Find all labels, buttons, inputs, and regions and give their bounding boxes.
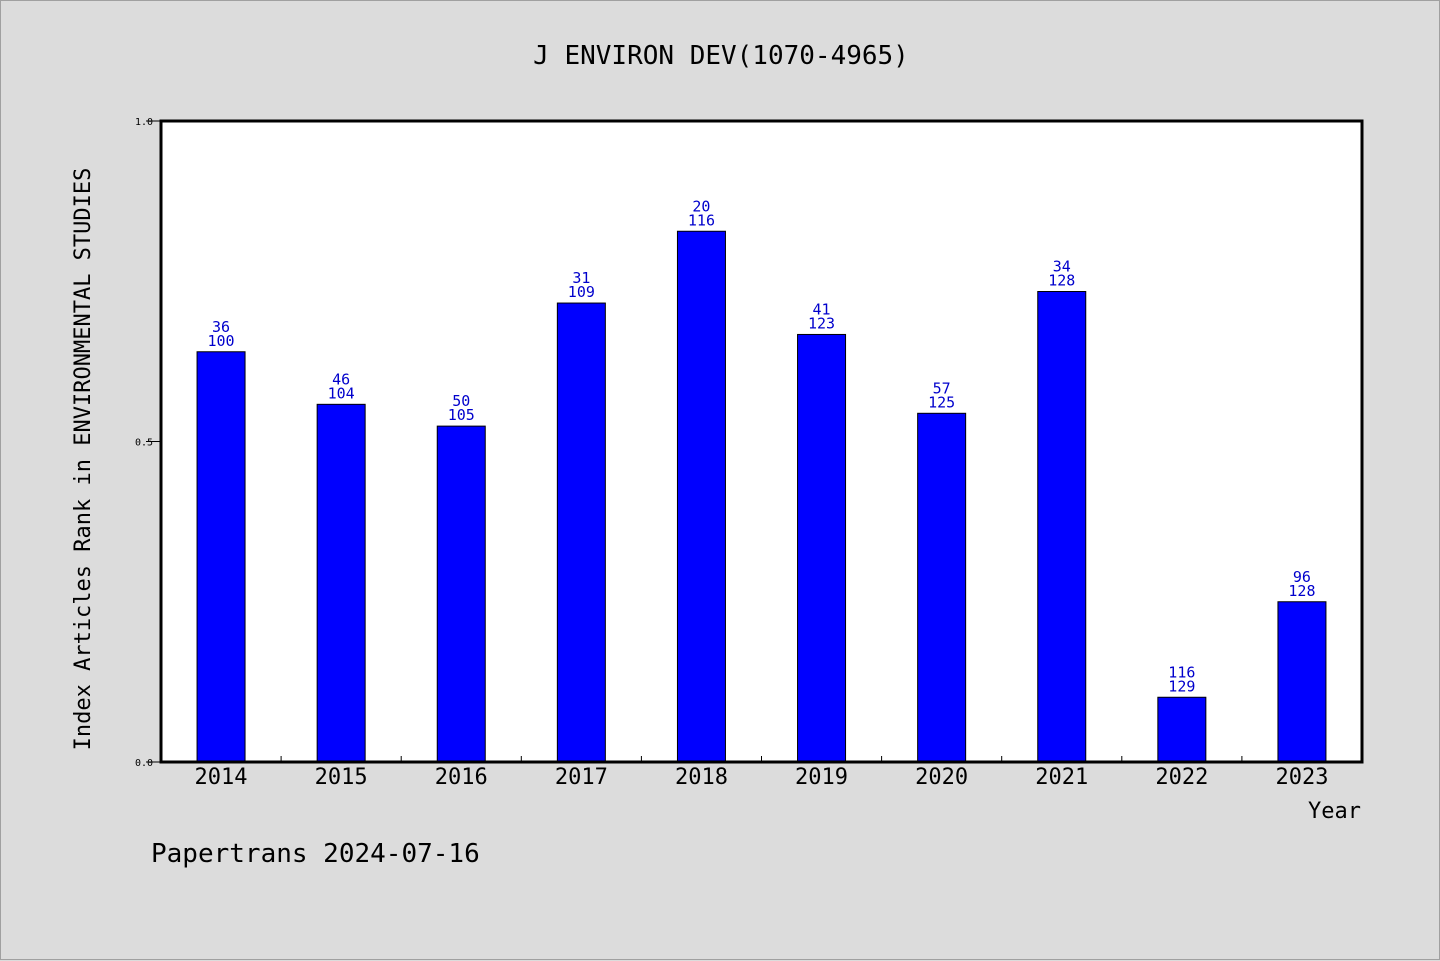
x-tick-label-2022: 2022 <box>1155 765 1208 790</box>
total-label-2018: 116 <box>688 211 715 229</box>
x-tick-label-2017: 2017 <box>555 765 608 790</box>
x-tick-label-2023: 2023 <box>1275 765 1328 790</box>
total-label-2017: 109 <box>568 283 595 301</box>
rank-label-2021: 34 <box>1053 258 1071 276</box>
total-label-2014: 100 <box>208 332 235 350</box>
bar-2015 <box>316 403 366 763</box>
rank-label-2023: 96 <box>1293 568 1311 586</box>
rank-label-2015: 46 <box>332 370 350 388</box>
bars-layer <box>196 230 1327 763</box>
rank-label-2022: 116 <box>1168 663 1195 681</box>
bar-2020 <box>917 412 967 763</box>
rank-label-2019: 41 <box>813 300 831 318</box>
total-label-2022: 129 <box>1168 677 1195 695</box>
x-tick-label-2020: 2020 <box>915 765 968 790</box>
y-tick-label: 1.0 <box>135 117 153 128</box>
y-axis-label: Index Articles Rank in ENVIRONMENTAL STU… <box>71 168 96 751</box>
bar-2022 <box>1157 696 1207 763</box>
bar-2023 <box>1277 601 1327 763</box>
x-tick-label-2014: 2014 <box>195 765 248 790</box>
bar-2021 <box>1037 291 1087 763</box>
rank-label-2017: 31 <box>572 269 590 287</box>
rank-label-2020: 57 <box>933 379 951 397</box>
total-label-2016: 105 <box>448 406 475 424</box>
bar-2016 <box>436 425 486 763</box>
total-label-2020: 125 <box>928 393 955 411</box>
rank-label-2014: 36 <box>212 318 230 336</box>
x-tick-label-2021: 2021 <box>1035 765 1088 790</box>
footer-source: Papertrans 2024-07-16 <box>151 839 480 869</box>
bar-2018 <box>676 230 726 763</box>
y-tick-label: 0.0 <box>135 758 153 769</box>
total-label-2015: 104 <box>328 384 355 402</box>
bar-2019 <box>797 333 847 763</box>
x-tick-label-2018: 2018 <box>675 765 728 790</box>
bar-2014 <box>196 351 246 763</box>
total-label-2021: 128 <box>1048 272 1075 290</box>
x-tick-label-2016: 2016 <box>435 765 488 790</box>
x-axis-label: Year <box>1308 799 1361 824</box>
y-tick-label: 0.5 <box>135 438 153 449</box>
x-tick-label-2019: 2019 <box>795 765 848 790</box>
rank-label-2016: 50 <box>452 392 470 410</box>
x-axis-ticks: 2014 2015 2016 2017 2018 2019 2020 2021 2022 2023 <box>195 756 1328 790</box>
rank-label-2018: 20 <box>692 197 710 215</box>
y-axis-ticks: 0.0 0.5 1.0 <box>135 117 161 769</box>
x-tick-label-2015: 2015 <box>315 765 368 790</box>
bar-2017 <box>556 302 606 763</box>
chart-title: J ENVIRON DEV(1070-4965) <box>533 41 909 71</box>
total-label-2019: 123 <box>808 314 835 332</box>
total-label-2023: 128 <box>1288 582 1315 600</box>
plot-border <box>159 119 1364 764</box>
